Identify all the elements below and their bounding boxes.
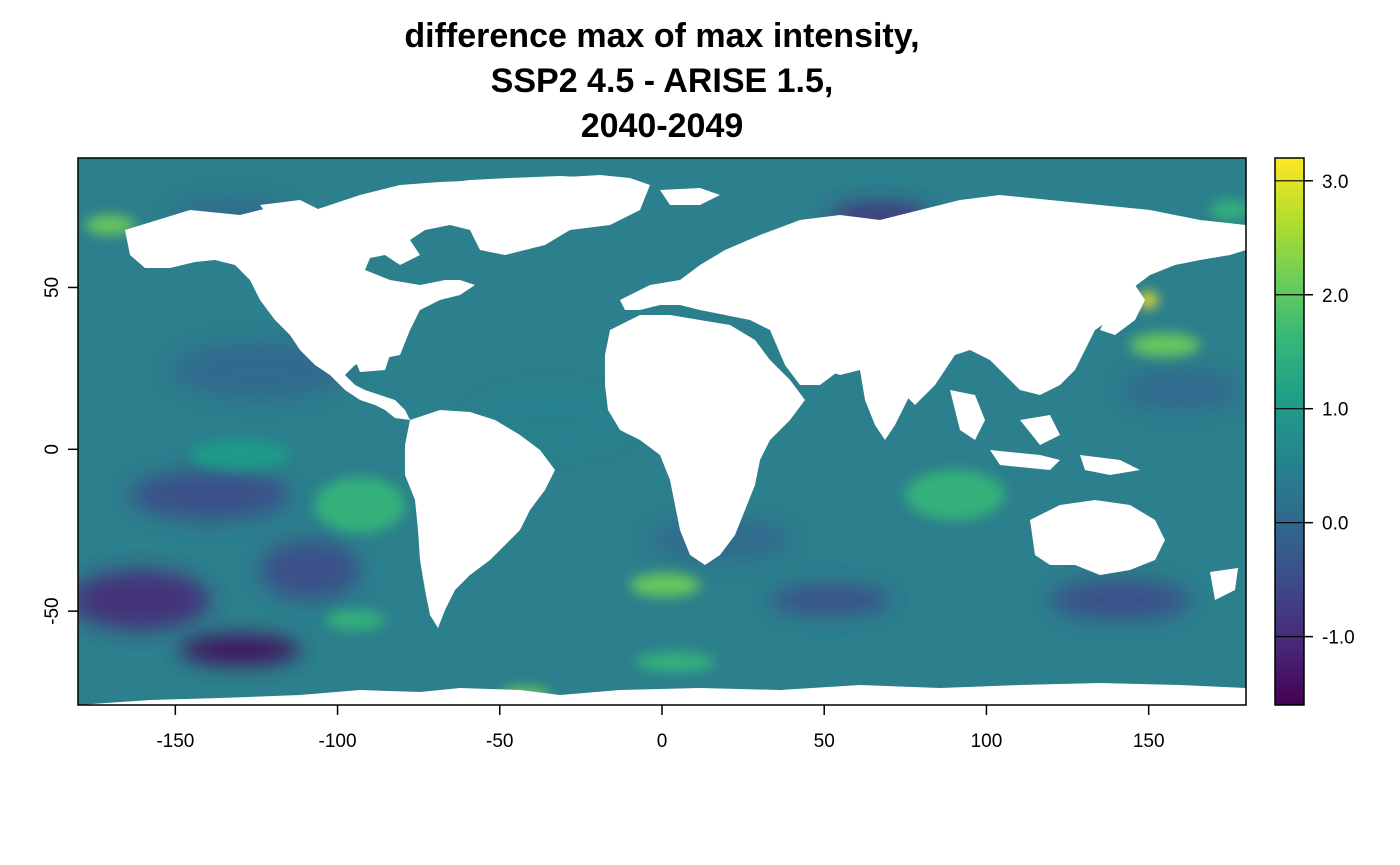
y-tick-label: 50 — [42, 277, 63, 298]
colorbar-ticks: 3.0 2.0 1.0 0.0 -1.0 — [1275, 172, 1355, 649]
x-tick-label: -100 — [319, 731, 357, 752]
x-tick-label: -150 — [156, 731, 194, 752]
colorbar: 3.0 2.0 1.0 0.0 -1.0 — [1274, 157, 1355, 706]
y-tick-label: 0 — [42, 444, 63, 455]
colorbar-tick-label: 3.0 — [1322, 172, 1348, 193]
x-tick-label: 100 — [971, 731, 1003, 752]
x-tick-label: 50 — [814, 731, 835, 752]
title-line-3: 2040-2049 — [580, 107, 744, 145]
colorbar-gradient — [1275, 158, 1304, 705]
colorbar-tick-label: 2.0 — [1322, 286, 1348, 307]
colorbar-tick-label: 1.0 — [1322, 400, 1348, 421]
land-mask — [78, 175, 1246, 705]
colorbar-frame — [1274, 157, 1305, 706]
x-axis: -150 -100 -50 0 50 100 150 — [156, 705, 1165, 752]
colorbar-tick-label: 0.0 — [1322, 514, 1348, 535]
y-axis: 50 0 -50 — [42, 277, 78, 625]
map-title: difference max of max intensity, SSP2 4.… — [78, 14, 1246, 149]
x-tick-label: 150 — [1133, 731, 1165, 752]
colorbar-tick-label: -1.0 — [1322, 628, 1355, 649]
x-tick-label: -50 — [486, 731, 513, 752]
title-line-1: difference max of max intensity, — [404, 17, 920, 55]
title-line-2: SSP2 4.5 - ARISE 1.5, — [490, 62, 834, 100]
y-tick-label: -50 — [42, 597, 63, 624]
x-tick-label: 0 — [657, 731, 668, 752]
